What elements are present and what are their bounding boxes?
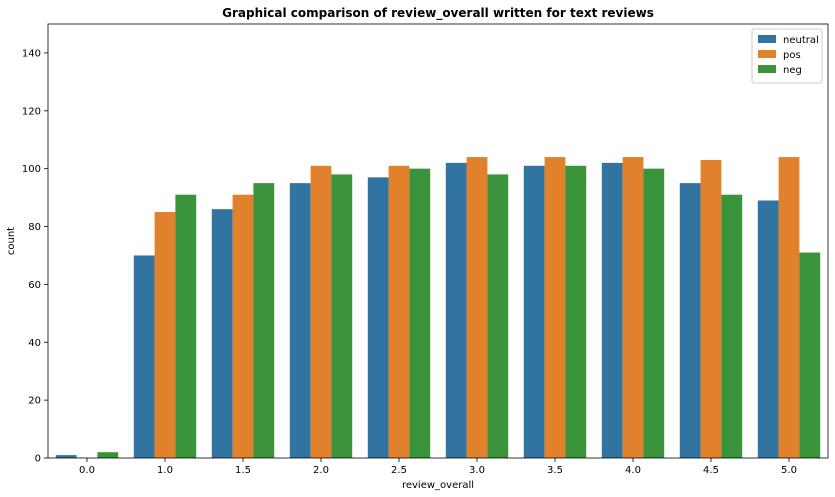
legend-label-neg: neg bbox=[783, 65, 802, 76]
y-tick-label: 20 bbox=[28, 396, 41, 407]
y-tick-label: 60 bbox=[28, 280, 41, 291]
bar-neutral-1.0 bbox=[133, 255, 155, 458]
y-tick-label: 40 bbox=[28, 338, 41, 349]
y-tick-label: 0 bbox=[35, 454, 41, 465]
plot-area: 0 20 40 60 80 100 120 140 0.0 1.0 1.5 2.0 2.5 3.0 3.5 4… bbox=[22, 23, 829, 476]
bar-neutral-3.0 bbox=[445, 162, 467, 458]
bar-neutral-2.5 bbox=[367, 177, 389, 458]
bar-neutral-1.5 bbox=[211, 209, 233, 458]
bar-pos-1.0 bbox=[154, 212, 176, 458]
bar-pos-1.5 bbox=[232, 194, 254, 458]
bar-pos-3.0 bbox=[466, 157, 488, 458]
bar-neg-5.0 bbox=[799, 252, 821, 458]
legend-swatch-pos bbox=[758, 50, 776, 58]
chart-title: Graphical comparison of review_overall w… bbox=[222, 6, 654, 21]
bar-neutral-0.0 bbox=[55, 455, 77, 458]
legend-swatch-neg bbox=[758, 65, 776, 73]
bar-neg-1.5 bbox=[253, 183, 275, 458]
bar-neg-1.0 bbox=[175, 194, 197, 458]
y-tick-label: 140 bbox=[22, 48, 41, 59]
x-tick-label: 2.5 bbox=[391, 465, 407, 476]
bar-pos-2.0 bbox=[310, 165, 332, 458]
bar-neg-3.0 bbox=[487, 174, 509, 458]
bar-neg-0.0 bbox=[97, 452, 119, 458]
bar-neutral-4.0 bbox=[601, 162, 623, 458]
x-axis-label: review_overall bbox=[402, 480, 474, 491]
bar-neg-4.5 bbox=[721, 194, 743, 458]
x-tick-label: 3.5 bbox=[547, 465, 563, 476]
bar-pos-2.5 bbox=[388, 165, 410, 458]
bar-neutral-3.5 bbox=[523, 165, 545, 458]
x-tick-label: 5.0 bbox=[781, 465, 797, 476]
bar-neg-2.5 bbox=[409, 168, 431, 459]
bar-neg-2.0 bbox=[331, 174, 353, 458]
x-tick-label: 3.0 bbox=[469, 465, 485, 476]
bar-neutral-2.0 bbox=[289, 183, 311, 458]
legend-label-pos: pos bbox=[783, 50, 801, 61]
legend: neutral pos neg bbox=[751, 28, 823, 84]
bar-neg-4.0 bbox=[643, 168, 665, 459]
bar-pos-3.5 bbox=[544, 157, 566, 458]
legend-label-neutral: neutral bbox=[783, 35, 819, 46]
y-tick-label: 80 bbox=[28, 222, 41, 233]
bar-neutral-4.5 bbox=[679, 183, 701, 458]
x-tick-label: 4.5 bbox=[703, 465, 719, 476]
bar-pos-5.0 bbox=[778, 157, 800, 458]
x-tick-label: 1.5 bbox=[235, 465, 251, 476]
x-tick-label: 1.0 bbox=[157, 465, 173, 476]
y-tick-label: 100 bbox=[22, 164, 41, 175]
y-axis-label: count bbox=[6, 227, 17, 255]
x-tick-label: 0.0 bbox=[79, 465, 95, 476]
bar-neutral-5.0 bbox=[757, 200, 779, 459]
x-tick-label: 2.0 bbox=[313, 465, 329, 476]
bar-neg-3.5 bbox=[565, 165, 587, 458]
y-tick-label: 120 bbox=[22, 106, 41, 117]
legend-swatch-neutral bbox=[758, 35, 776, 43]
plot-frame bbox=[47, 23, 829, 459]
x-tick-label: 4.0 bbox=[625, 465, 641, 476]
bar-pos-4.5 bbox=[700, 159, 722, 459]
bar-pos-4.0 bbox=[622, 157, 644, 458]
